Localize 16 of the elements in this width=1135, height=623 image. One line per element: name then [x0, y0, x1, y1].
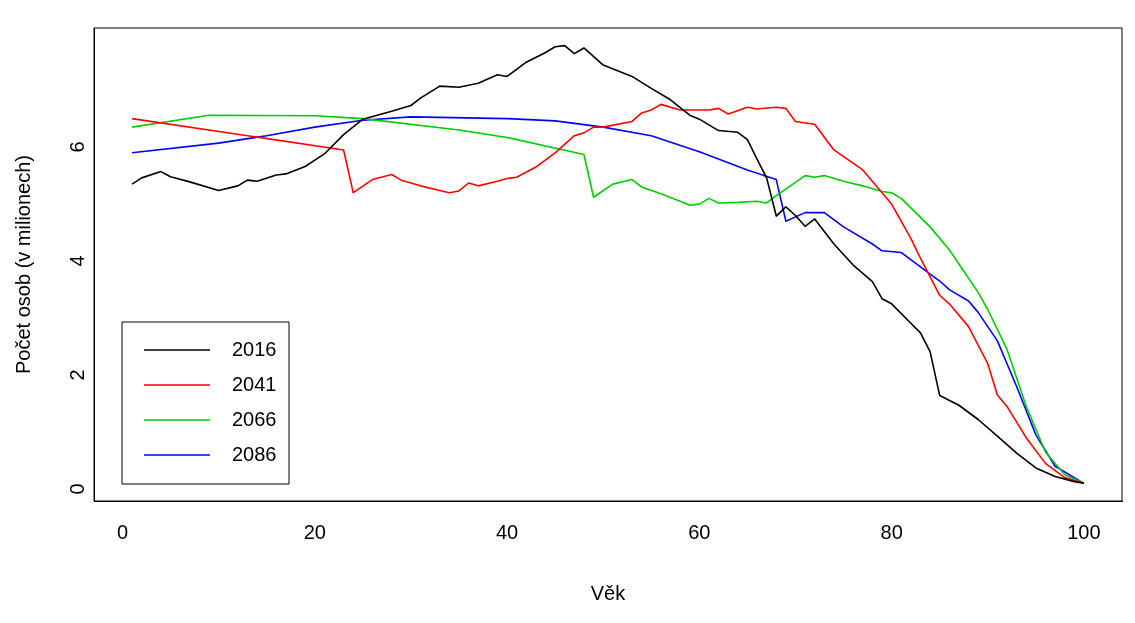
legend-label: 2086	[232, 442, 277, 465]
x-tick-label: 60	[688, 520, 711, 543]
legend-label: 2041	[232, 372, 277, 395]
x-axis-title: Věk	[590, 581, 627, 604]
y-tick-label: 0	[65, 483, 88, 495]
x-tick-label: 0	[116, 520, 129, 543]
x-tick-label: 100	[1067, 520, 1101, 543]
x-tick-label: 80	[880, 520, 903, 543]
y-tick-label: 6	[65, 141, 88, 153]
x-tick-label: 20	[303, 520, 326, 543]
x-tick-label: 40	[495, 520, 519, 543]
y-tick-label: 4	[65, 255, 88, 267]
legend-label: 2066	[232, 407, 277, 430]
y-tick-label: 2	[65, 369, 88, 381]
legend-label: 2016	[232, 337, 277, 360]
y-axis-title: Počet osob (v milionech)	[11, 155, 34, 374]
